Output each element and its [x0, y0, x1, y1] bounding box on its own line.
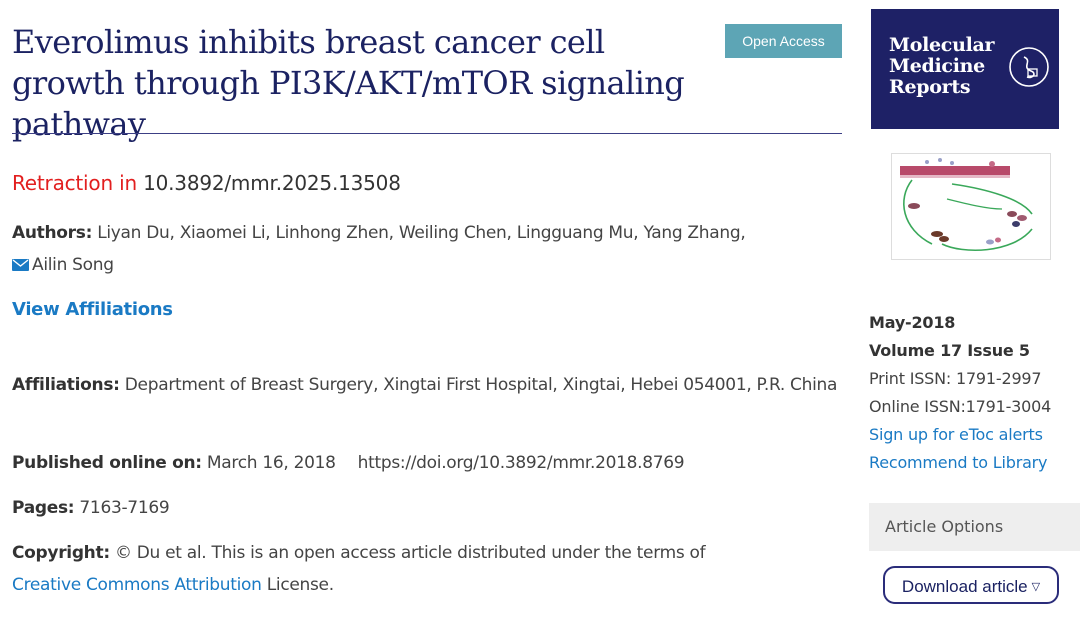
volume-issue[interactable]: Volume 17 Issue 5 [869, 341, 1030, 360]
journal-logo-icon [1009, 47, 1049, 87]
copyright-line: Copyright: © Du et al. This is an open a… [12, 537, 842, 601]
issue-date: May-2018 [869, 313, 956, 332]
doi-link[interactable]: https://doi.org/10.3892/mmr.2018.8769 [357, 453, 685, 473]
recommend-library-link[interactable]: Recommend to Library [869, 453, 1048, 472]
journal-title-line1: Molecular [889, 34, 995, 56]
journal-title-line3: Reports [889, 76, 971, 98]
authors-label: Authors: [12, 223, 93, 243]
etoc-alerts-link[interactable]: Sign up for eToc alerts [869, 425, 1043, 444]
published-label: Published online on: [12, 453, 202, 473]
retraction-label: Retraction in [12, 171, 137, 195]
pages-label: Pages: [12, 498, 75, 518]
article-title: Everolimus inhibits breast cancer cell g… [12, 23, 685, 143]
license-suffix: License. [266, 575, 334, 595]
journal-cover[interactable]: Molecular Medicine Reports [871, 9, 1059, 129]
online-issn: Online ISSN:1791-3004 [869, 397, 1052, 416]
graphical-abstract-image[interactable] [891, 153, 1051, 260]
pages-line: Pages: 7163-7169 [12, 492, 170, 524]
download-article-button[interactable]: Download article ▽ [883, 566, 1059, 604]
journal-cover-title: Molecular Medicine Reports [889, 34, 995, 98]
download-article-label: Download article [901, 577, 1028, 596]
authors-line: Authors: Liyan Du, Xiaomei Li, Linhong Z… [12, 217, 842, 281]
affiliations-text: Department of Breast Surgery, Xingtai Fi… [124, 375, 838, 395]
article-options-header: Article Options [869, 503, 1080, 551]
journal-title-line2: Medicine [889, 55, 985, 77]
corresponding-author[interactable]: Ailin Song [32, 255, 114, 275]
copyright-label: Copyright: [12, 543, 110, 563]
affiliations-line: Affiliations: Department of Breast Surge… [12, 369, 842, 401]
published-line: Published online on: March 16, 2018 https… [12, 447, 685, 479]
view-affiliations-link[interactable]: View Affiliations [12, 299, 173, 320]
issue-info: May-2018 Volume 17 Issue 5 Print ISSN: 1… [869, 309, 1051, 477]
retraction-notice: Retraction in 10.3892/mmr.2025.13508 [12, 170, 401, 196]
license-link[interactable]: Creative Commons Attribution [12, 575, 262, 595]
envelope-icon[interactable] [12, 259, 29, 271]
print-issn: Print ISSN: 1791-2997 [869, 369, 1042, 388]
open-access-badge: Open Access [725, 24, 842, 58]
caret-down-icon: ▽ [1031, 581, 1041, 593]
affiliations-label: Affiliations: [12, 375, 120, 395]
authors-list[interactable]: Liyan Du, Xiaomei Li, Linhong Zhen, Weil… [97, 223, 746, 243]
copyright-text: © Du et al. This is an open access artic… [114, 543, 706, 563]
published-date: March 16, 2018 [206, 453, 336, 473]
title-divider [12, 133, 842, 134]
pages-value: 7163-7169 [79, 498, 170, 518]
retraction-doi[interactable]: 10.3892/mmr.2025.13508 [143, 171, 401, 195]
